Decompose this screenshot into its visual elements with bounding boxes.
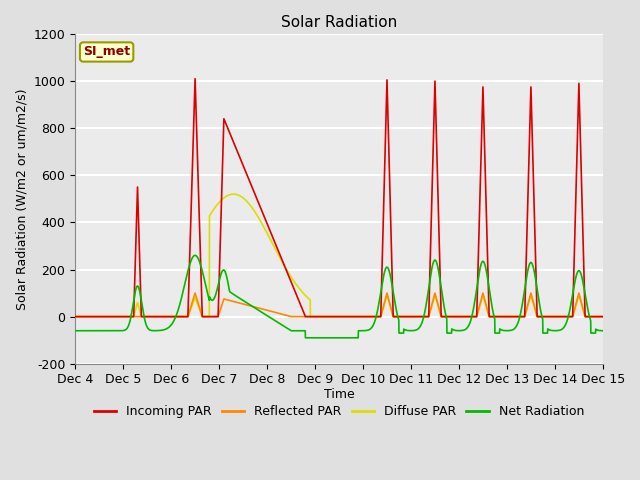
Legend: Incoming PAR, Reflected PAR, Diffuse PAR, Net Radiation: Incoming PAR, Reflected PAR, Diffuse PAR… [89, 400, 589, 423]
Y-axis label: Solar Radiation (W/m2 or um/m2/s): Solar Radiation (W/m2 or um/m2/s) [15, 88, 28, 310]
Text: SI_met: SI_met [83, 46, 130, 59]
Title: Solar Radiation: Solar Radiation [281, 15, 397, 30]
X-axis label: Time: Time [324, 388, 355, 401]
